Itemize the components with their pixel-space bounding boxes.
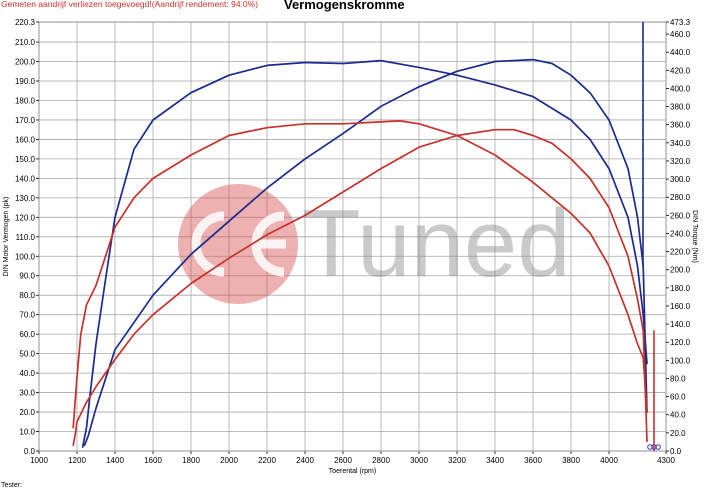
y-left-tick-label: 30.0 xyxy=(19,389,35,398)
x-tick-label: 1400 xyxy=(106,456,124,465)
y-left-tick-label: 210.0 xyxy=(15,38,36,47)
y-right-tick-label: 220.0 xyxy=(670,248,691,257)
y-left-tick-label: 130.0 xyxy=(15,194,36,203)
y-right-tick-label: 20.0 xyxy=(670,429,686,438)
y-left-tick-label: 40.0 xyxy=(19,369,35,378)
y-right-tick-label: 280.0 xyxy=(670,193,691,202)
y-left-tick-label: 0.0 xyxy=(24,447,36,456)
chart-title: Vermogenskromme xyxy=(284,0,405,12)
y-left-tick-label: 100.0 xyxy=(15,252,36,261)
x-tick-label: 2600 xyxy=(334,456,352,465)
x-tick-label: 1800 xyxy=(182,456,200,465)
x-tick-label: 4000 xyxy=(600,456,618,465)
y-left-tick-label: 70.0 xyxy=(19,311,35,320)
y-right-tick-label: 160.0 xyxy=(670,302,691,311)
x-tick-label: 2000 xyxy=(220,456,238,465)
watermark-text: Tuned xyxy=(302,190,571,297)
y-right-tick-label: 473.3 xyxy=(670,18,691,27)
y-left-tick-label: 180.0 xyxy=(15,96,36,105)
y-right-axis-label: DIN Torque (Nm) xyxy=(691,210,698,263)
y-right-tick-label: 400.0 xyxy=(670,84,691,93)
losses-note: Gemeten aandrijf verliezen toegevoegd!(A… xyxy=(1,0,259,9)
y-left-tick-label: 90.0 xyxy=(19,272,35,281)
x-tick-label: 1600 xyxy=(144,456,162,465)
y-right-tick-label: 200.0 xyxy=(670,266,691,275)
x-tick-label: 3600 xyxy=(524,456,542,465)
y-left-tick-label: 50.0 xyxy=(19,350,35,359)
x-tick-label: 1000 xyxy=(30,456,48,465)
watermark-e-letter xyxy=(251,211,286,277)
y-left-tick-label: 110.0 xyxy=(16,233,36,242)
y-left-tick-label: 80.0 xyxy=(19,291,35,300)
x-tick-label: 2800 xyxy=(372,456,390,465)
y-right-tick-label: 180.0 xyxy=(670,284,691,293)
y-left-tick-label: 200.0 xyxy=(15,58,36,67)
y-right-tick-label: 440.0 xyxy=(670,48,691,57)
y-left-tick-label: 170.0 xyxy=(15,116,36,125)
x-tick-label: 1200 xyxy=(68,456,86,465)
y-right-tick-label: 60.0 xyxy=(670,393,686,402)
y-left-tick-label: 160.0 xyxy=(15,135,36,144)
y-right-tick-label: 80.0 xyxy=(670,374,686,383)
y-right-tick-label: 260.0 xyxy=(670,211,691,220)
x-tick-label: 2400 xyxy=(296,456,314,465)
y-left-tick-label: 140.0 xyxy=(15,174,36,183)
watermark-logo: Tuned xyxy=(178,184,571,304)
y-left-tick-label: 20.0 xyxy=(19,408,35,417)
tester-label: Tester: xyxy=(1,482,23,489)
series-line-3 xyxy=(72,120,648,429)
y-left-axis-label: DIN Motor Vermogen (pk) xyxy=(3,197,10,277)
y-right-tick-label: 0.0 xyxy=(670,447,682,456)
series-line-1 xyxy=(81,59,648,448)
y-right-tick-label: 420.0 xyxy=(670,66,691,75)
y-right-tick-label: 40.0 xyxy=(670,411,686,420)
y-right-tick-label: 320.0 xyxy=(670,157,691,166)
y-left-tick-label: 150.0 xyxy=(15,155,36,164)
y-right-tick-label: 380.0 xyxy=(670,103,691,112)
y-left-tick-label: 10.0 xyxy=(19,428,35,437)
y-right-tick-label: 140.0 xyxy=(670,320,691,329)
x-tick-label: 3400 xyxy=(486,456,504,465)
y-left-tick-label: 220.3 xyxy=(15,18,36,27)
series-line-2 xyxy=(83,58,648,447)
end-marker xyxy=(651,444,657,450)
watermark-circle xyxy=(178,184,298,304)
y-left-tick-label: 190.0 xyxy=(15,77,36,86)
y-left-tick-label: 60.0 xyxy=(19,330,35,339)
x-tick-label: 3800 xyxy=(562,456,580,465)
y-right-tick-label: 240.0 xyxy=(670,229,691,238)
y-right-tick-label: 340.0 xyxy=(670,139,691,148)
y-right-tick-label: 120.0 xyxy=(670,338,691,347)
x-tick-label: 4300 xyxy=(657,456,675,465)
x-tick-label: 2200 xyxy=(258,456,276,465)
x-tick-label: 3000 xyxy=(410,456,428,465)
end-marker xyxy=(647,444,653,450)
y-right-tick-label: 100.0 xyxy=(670,356,691,365)
series-line-4 xyxy=(72,128,648,447)
end-marker xyxy=(655,444,661,450)
y-right-tick-label: 360.0 xyxy=(670,121,691,130)
y-right-tick-label: 460.0 xyxy=(670,30,691,39)
y-right-tick-label: 300.0 xyxy=(670,175,691,184)
x-tick-label: 3200 xyxy=(448,456,466,465)
y-left-tick-label: 120.0 xyxy=(15,213,36,222)
x-axis-label: Toerental (rpm) xyxy=(329,468,376,475)
